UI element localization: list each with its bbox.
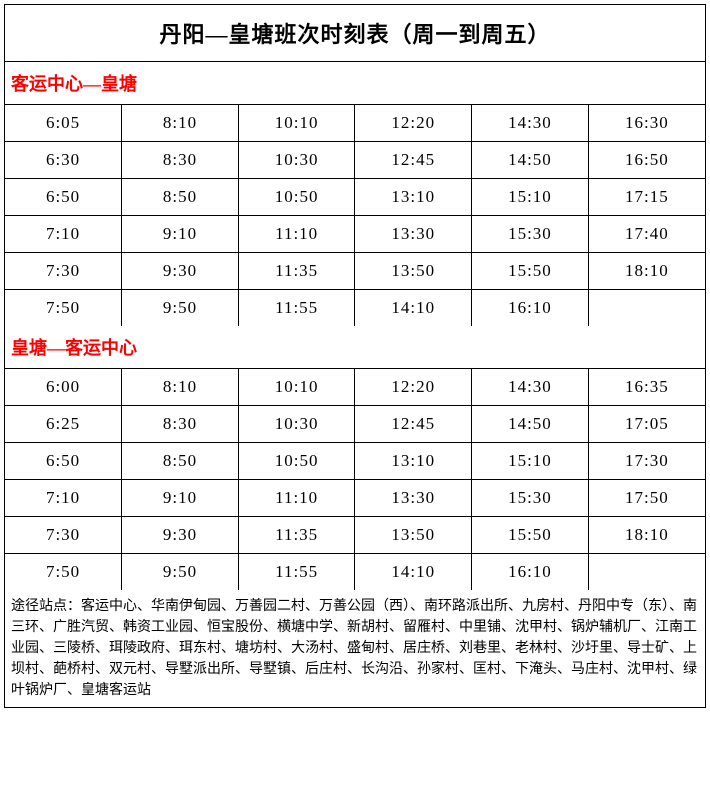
table-row: 6:008:1010:1012:2014:3016:35 xyxy=(5,369,705,406)
table-row: 7:109:1011:1013:3015:3017:50 xyxy=(5,480,705,517)
timetable-container: 丹阳—皇塘班次时刻表（周一到周五） 客运中心—皇塘 6:058:1010:101… xyxy=(4,4,706,708)
time-cell: 6:00 xyxy=(5,369,122,406)
time-cell: 11:55 xyxy=(238,554,355,591)
time-cell: 9:10 xyxy=(122,480,239,517)
time-cell: 14:50 xyxy=(472,406,589,443)
time-cell: 15:10 xyxy=(472,443,589,480)
time-cell: 8:30 xyxy=(122,142,239,179)
time-cell: 14:10 xyxy=(355,554,472,591)
time-cell: 10:50 xyxy=(238,179,355,216)
time-cell: 12:45 xyxy=(355,142,472,179)
time-cell xyxy=(588,290,705,327)
time-cell: 13:10 xyxy=(355,179,472,216)
section1-header: 客运中心—皇塘 xyxy=(5,62,705,105)
time-cell: 9:30 xyxy=(122,517,239,554)
time-cell: 7:10 xyxy=(5,480,122,517)
time-cell: 15:30 xyxy=(472,216,589,253)
table-row: 7:309:3011:3513:5015:5018:10 xyxy=(5,517,705,554)
time-cell: 14:30 xyxy=(472,369,589,406)
time-cell: 11:35 xyxy=(238,253,355,290)
table-row: 7:509:5011:5514:1016:10 xyxy=(5,290,705,327)
time-cell: 12:20 xyxy=(355,105,472,142)
time-cell: 7:30 xyxy=(5,253,122,290)
time-cell: 13:10 xyxy=(355,443,472,480)
time-cell: 11:10 xyxy=(238,216,355,253)
time-cell xyxy=(588,554,705,591)
section2-header: 皇塘—客运中心 xyxy=(5,326,705,369)
time-cell: 17:50 xyxy=(588,480,705,517)
time-cell: 6:50 xyxy=(5,443,122,480)
time-cell: 14:50 xyxy=(472,142,589,179)
time-cell: 9:50 xyxy=(122,554,239,591)
route-notes: 途径站点：客运中心、华南伊甸园、万善园二村、万善公园（西）、南环路派出所、九房村… xyxy=(5,590,705,707)
section1-table: 6:058:1010:1012:2014:3016:306:308:3010:3… xyxy=(5,105,705,326)
time-cell: 18:10 xyxy=(588,253,705,290)
time-cell: 7:50 xyxy=(5,554,122,591)
time-cell: 7:50 xyxy=(5,290,122,327)
time-cell: 14:30 xyxy=(472,105,589,142)
time-cell: 17:05 xyxy=(588,406,705,443)
table-row: 7:509:5011:5514:1016:10 xyxy=(5,554,705,591)
table-row: 6:508:5010:5013:1015:1017:30 xyxy=(5,443,705,480)
time-cell: 11:35 xyxy=(238,517,355,554)
time-cell: 12:45 xyxy=(355,406,472,443)
section1-table-wrapper: 6:058:1010:1012:2014:3016:306:308:3010:3… xyxy=(5,105,705,326)
table-row: 6:258:3010:3012:4514:5017:05 xyxy=(5,406,705,443)
table-row: 6:058:1010:1012:2014:3016:30 xyxy=(5,105,705,142)
time-cell: 15:50 xyxy=(472,253,589,290)
time-cell: 10:10 xyxy=(238,369,355,406)
time-cell: 12:20 xyxy=(355,369,472,406)
time-cell: 13:50 xyxy=(355,253,472,290)
time-cell: 9:30 xyxy=(122,253,239,290)
page-title: 丹阳—皇塘班次时刻表（周一到周五） xyxy=(5,5,705,62)
time-cell: 18:10 xyxy=(588,517,705,554)
time-cell: 17:15 xyxy=(588,179,705,216)
time-cell: 10:50 xyxy=(238,443,355,480)
time-cell: 7:10 xyxy=(5,216,122,253)
time-cell: 6:25 xyxy=(5,406,122,443)
time-cell: 15:50 xyxy=(472,517,589,554)
time-cell: 7:30 xyxy=(5,517,122,554)
time-cell: 13:30 xyxy=(355,216,472,253)
time-cell: 8:50 xyxy=(122,179,239,216)
time-cell: 13:30 xyxy=(355,480,472,517)
time-cell: 6:05 xyxy=(5,105,122,142)
time-cell: 10:10 xyxy=(238,105,355,142)
time-cell: 11:55 xyxy=(238,290,355,327)
section2-table-wrapper: 6:008:1010:1012:2014:3016:356:258:3010:3… xyxy=(5,369,705,590)
time-cell: 17:40 xyxy=(588,216,705,253)
time-cell: 13:50 xyxy=(355,517,472,554)
time-cell: 15:30 xyxy=(472,480,589,517)
time-cell: 15:10 xyxy=(472,179,589,216)
table-row: 6:508:5010:5013:1015:1017:15 xyxy=(5,179,705,216)
time-cell: 8:10 xyxy=(122,105,239,142)
table-row: 7:309:3011:3513:5015:5018:10 xyxy=(5,253,705,290)
section2-table: 6:008:1010:1012:2014:3016:356:258:3010:3… xyxy=(5,369,705,590)
time-cell: 11:10 xyxy=(238,480,355,517)
time-cell: 9:10 xyxy=(122,216,239,253)
time-cell: 10:30 xyxy=(238,142,355,179)
time-cell: 8:30 xyxy=(122,406,239,443)
time-cell: 17:30 xyxy=(588,443,705,480)
time-cell: 16:30 xyxy=(588,105,705,142)
time-cell: 8:50 xyxy=(122,443,239,480)
table-row: 7:109:1011:1013:3015:3017:40 xyxy=(5,216,705,253)
time-cell: 6:50 xyxy=(5,179,122,216)
time-cell: 16:10 xyxy=(472,554,589,591)
time-cell: 16:50 xyxy=(588,142,705,179)
time-cell: 9:50 xyxy=(122,290,239,327)
time-cell: 16:35 xyxy=(588,369,705,406)
time-cell: 8:10 xyxy=(122,369,239,406)
time-cell: 14:10 xyxy=(355,290,472,327)
table-row: 6:308:3010:3012:4514:5016:50 xyxy=(5,142,705,179)
time-cell: 6:30 xyxy=(5,142,122,179)
time-cell: 10:30 xyxy=(238,406,355,443)
time-cell: 16:10 xyxy=(472,290,589,327)
